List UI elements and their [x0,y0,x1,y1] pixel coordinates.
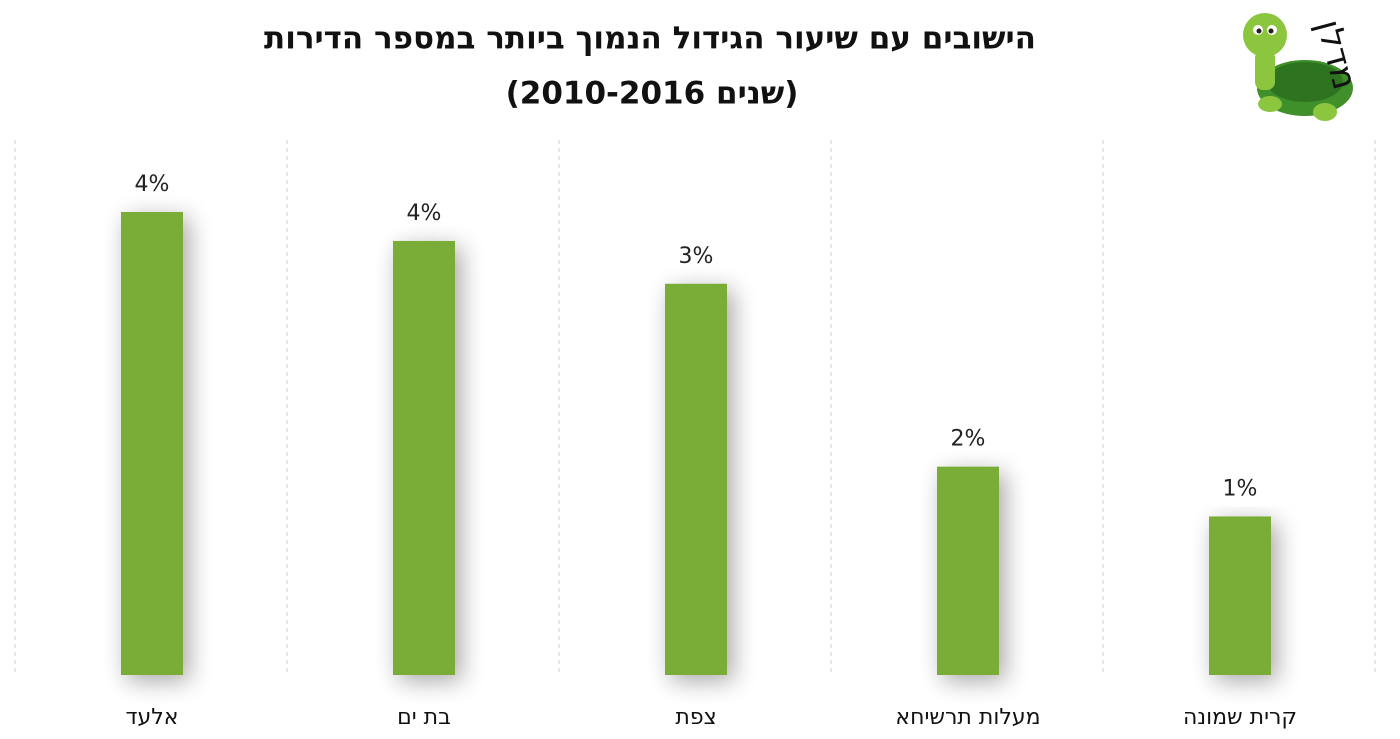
value-label: 4% [407,201,442,226]
separators [14,140,1376,675]
bar [121,212,183,675]
x-tick-label: אלעד [126,705,179,730]
x-tick-label: קרית שמונה [1183,705,1297,730]
value-label: 2% [951,427,986,452]
value-label: 3% [679,244,714,269]
bar [665,283,727,675]
bar [393,240,455,675]
value-label: 4% [135,172,170,197]
x-tick-label: מעלות תרשיחא [895,705,1040,730]
x-tick-label: צפת [675,705,716,730]
chart-title: הישובים עם שיעור הגידול הנמוך ביותר במספ… [264,21,1036,57]
logo: מדלן [1243,13,1365,121]
x-tick-label: בת ים [397,705,451,730]
value-label: 1% [1223,476,1258,501]
bar [1209,516,1271,675]
bar [937,466,999,675]
chart-subtitle: (שנים 2010-2016) [506,76,799,112]
